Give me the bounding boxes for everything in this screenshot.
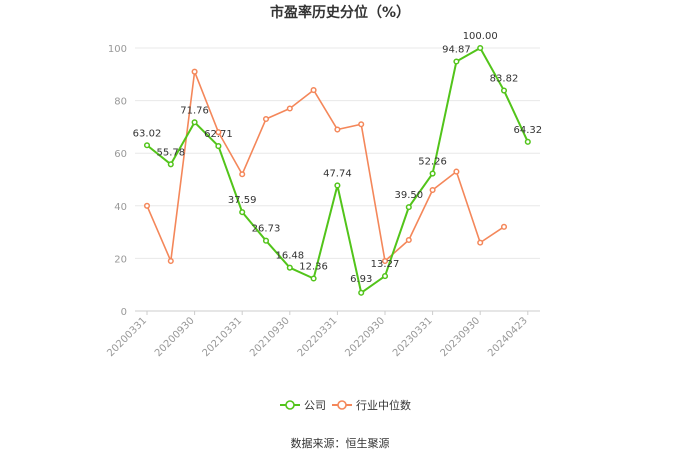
data-point-series-0 xyxy=(500,87,508,94)
source-text: 数据来源：恒生聚源 xyxy=(291,436,390,450)
data-label: 63.02 xyxy=(133,128,162,139)
data-point-series-0 xyxy=(239,209,246,216)
data-label: 100.00 xyxy=(463,31,498,42)
data-label: 52.26 xyxy=(418,157,447,168)
data-point-series-0 xyxy=(191,119,198,126)
x-tick-label: 20210331 xyxy=(201,315,245,359)
data-label: 94.87 xyxy=(442,44,471,55)
legend[interactable]: 公司 行业中位数 xyxy=(280,398,411,412)
data-point-series-0 xyxy=(453,58,460,65)
data-label: 37.59 xyxy=(228,195,257,206)
x-tick-label: 20220331 xyxy=(296,315,340,359)
data-point-series-1 xyxy=(429,186,436,194)
data-point-series-0 xyxy=(358,289,365,296)
legend-swatch-marker xyxy=(285,400,295,410)
y-tick-label: 60 xyxy=(114,149,127,160)
data-label: 26.73 xyxy=(252,224,281,235)
data-point-series-0 xyxy=(215,143,222,150)
data-point-series-0 xyxy=(334,182,341,189)
data-point-series-0 xyxy=(381,273,389,280)
data-point-series-0 xyxy=(524,138,531,145)
data-point-series-0 xyxy=(429,170,436,177)
y-axis-ticks: 0 20 40 60 80 100 xyxy=(108,44,127,318)
data-point-series-1 xyxy=(167,257,174,265)
data-point-series-0 xyxy=(286,264,293,271)
data-point-series-1 xyxy=(358,121,365,128)
data-label: 64.32 xyxy=(513,125,542,136)
data-label: 83.82 xyxy=(490,74,519,85)
data-label: 6.93 xyxy=(350,274,372,285)
data-point-series-0 xyxy=(143,142,151,149)
data-point-series-1 xyxy=(215,129,222,136)
x-tick-label: 20230331 xyxy=(391,315,435,359)
chart-title: 市盈率历史分位（%） xyxy=(270,4,410,21)
y-tick-label: 40 xyxy=(114,202,127,213)
x-axis-ticks: 20200331 20200930 20210331 20210930 20220331… xyxy=(105,311,530,359)
data-label: 16.48 xyxy=(275,251,304,262)
y-tick-label: 20 xyxy=(114,254,127,265)
data-labels: 63.02 55.78 71.76 62.71 37.59 26.73 16.4812.36… xyxy=(133,31,542,285)
data-label: 47.74 xyxy=(323,168,352,179)
data-point-series-0 xyxy=(310,275,317,282)
x-tick-label: 20220930 xyxy=(343,315,387,359)
grid xyxy=(135,47,540,259)
data-point-series-1 xyxy=(405,236,412,244)
y-tick-label: 80 xyxy=(114,97,127,108)
data-label: 71.76 xyxy=(180,105,209,116)
legend-item-label[interactable]: 行业中位数 xyxy=(356,398,411,412)
x-tick-label: 20200930 xyxy=(153,315,197,359)
legend-swatch-marker xyxy=(337,400,347,410)
data-point-series-0 xyxy=(167,161,174,168)
data-point-series-1 xyxy=(381,257,389,265)
x-tick-label: 20230930 xyxy=(439,315,483,359)
data-point-series-1 xyxy=(262,115,270,123)
x-tick-label: 20210930 xyxy=(248,315,292,359)
data-point-series-1 xyxy=(310,87,317,94)
data-label: 13.27 xyxy=(371,259,400,270)
data-point-series-0 xyxy=(262,237,270,244)
legend-item-label[interactable]: 公司 xyxy=(304,399,326,412)
data-point-series-1 xyxy=(286,105,293,112)
data-label: 55.78 xyxy=(156,147,185,158)
data-point-series-1 xyxy=(500,223,508,230)
y-tick-label: 0 xyxy=(121,307,127,318)
series-group xyxy=(143,44,531,296)
data-point-series-0 xyxy=(405,204,412,211)
x-tick-label: 20200331 xyxy=(105,315,149,359)
data-point-series-1 xyxy=(334,126,341,133)
y-tick-label: 100 xyxy=(108,44,127,55)
data-point-series-1 xyxy=(239,171,246,178)
data-label: 12.36 xyxy=(299,261,328,272)
data-point-series-1 xyxy=(191,68,198,75)
series-line-1 xyxy=(146,70,505,262)
data-point-series-1 xyxy=(143,202,151,209)
data-point-series-1 xyxy=(477,239,484,246)
data-label: 39.50 xyxy=(394,190,423,201)
data-point-series-1 xyxy=(453,168,460,175)
x-tick-label: 20240423 xyxy=(486,315,530,359)
data-point-series-0 xyxy=(477,44,484,52)
data-label: 62.71 xyxy=(204,129,233,140)
